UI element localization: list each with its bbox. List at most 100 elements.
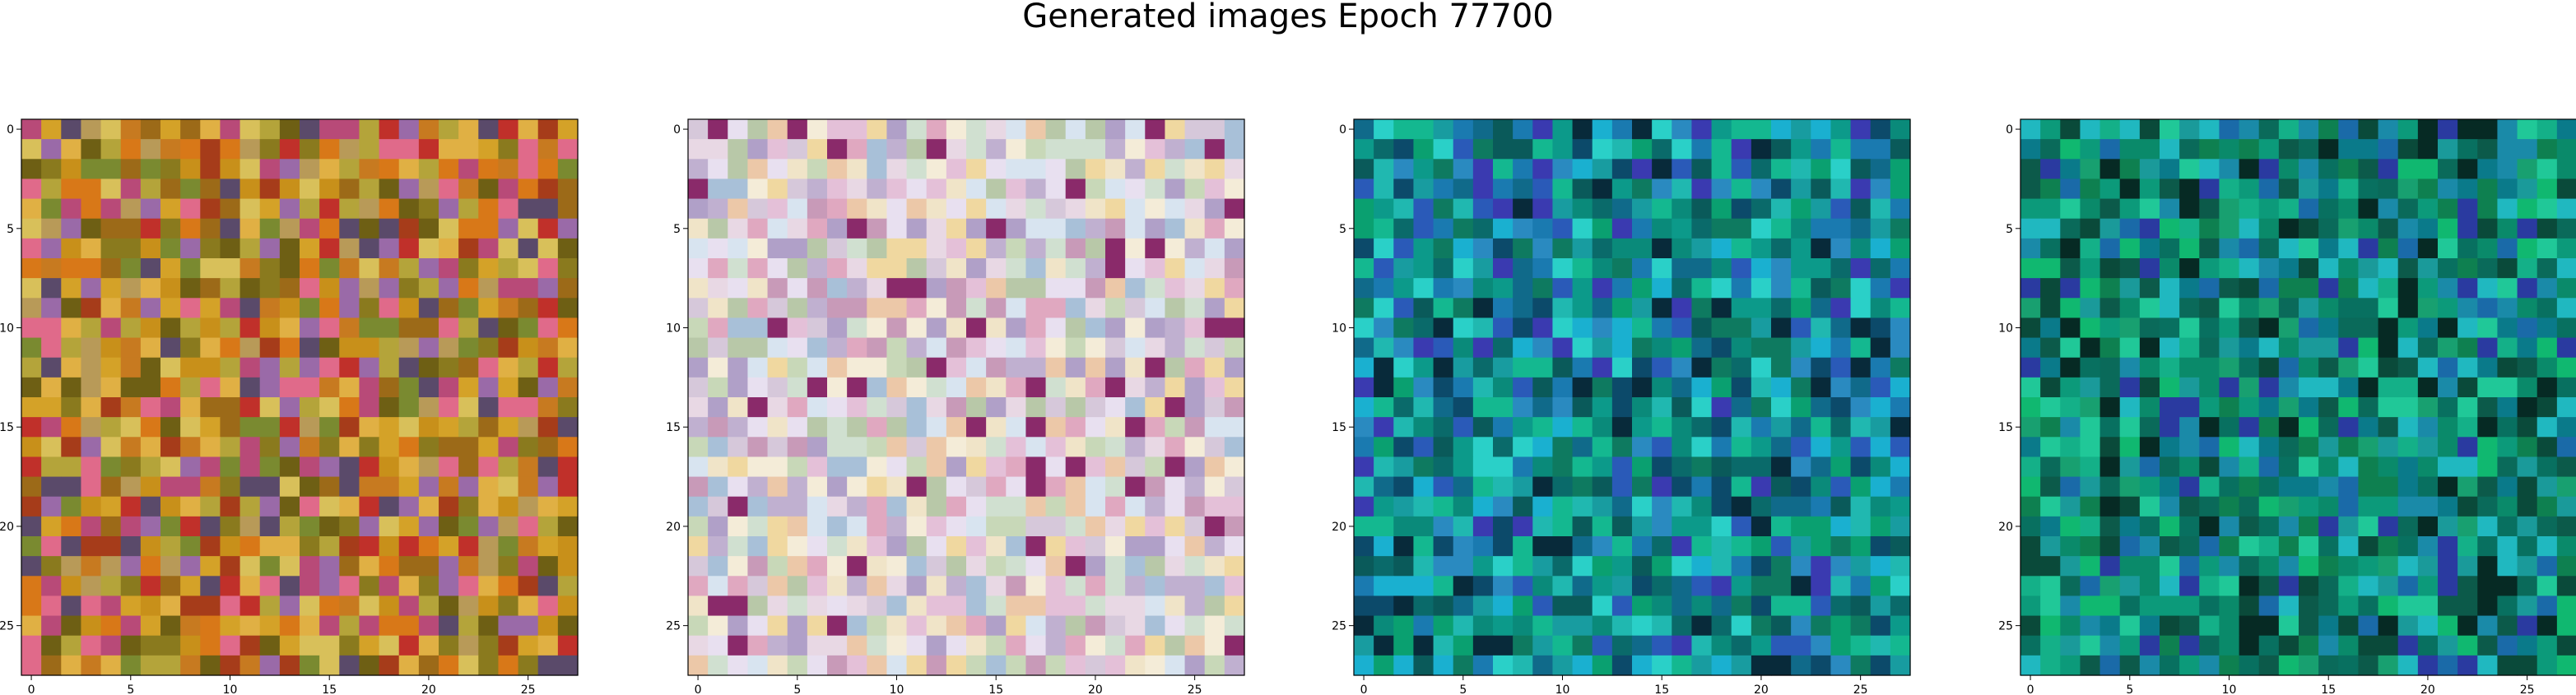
heatmap-cell: [886, 595, 908, 617]
heatmap-cell: [1145, 496, 1166, 517]
heatmap-cell: [1751, 258, 1772, 279]
heatmap-cell: [2040, 496, 2061, 517]
y-tick-label: 25: [0, 620, 14, 633]
heatmap-cell: [688, 516, 709, 537]
heatmap-cell: [926, 377, 947, 398]
heatmap-cell: [1890, 576, 1911, 597]
heatmap-cell: [1145, 377, 1166, 398]
heatmap-cell: [1413, 456, 1434, 478]
heatmap-cell: [1811, 516, 1832, 537]
heatmap-cell: [2457, 556, 2478, 577]
heatmap-cell: [747, 655, 769, 676]
heatmap-cell: [279, 635, 300, 656]
heatmap-cell: [21, 556, 42, 577]
heatmap-cell: [1453, 417, 1474, 438]
heatmap-cell: [2318, 298, 2339, 319]
heatmap-cell: [2477, 178, 2499, 200]
heatmap-cell: [1085, 417, 1106, 438]
heatmap-cell: [339, 198, 360, 220]
heatmap-cell: [807, 417, 828, 438]
heatmap-cell: [239, 576, 261, 597]
heatmap-cell: [2556, 456, 2576, 478]
heatmap-cell: [1472, 159, 1494, 180]
heatmap-cell: [1751, 655, 1772, 676]
heatmap-cell: [120, 556, 142, 577]
heatmap-cell: [220, 258, 241, 279]
heatmap-cell: [2438, 516, 2458, 537]
heatmap-cell: [688, 238, 709, 259]
heatmap-cell: [1711, 595, 1732, 617]
heatmap-cell: [1165, 417, 1186, 438]
heatmap-cell: [458, 437, 479, 458]
heatmap-cell: [1006, 397, 1027, 418]
heatmap-cell: [1184, 258, 1206, 279]
heatmap-cell: [1105, 417, 1126, 438]
heatmap-cell: [767, 258, 788, 279]
heatmap-cell: [61, 119, 82, 140]
heatmap-cell: [2160, 635, 2180, 656]
heatmap-cell: [827, 576, 848, 597]
heatmap-cell: [2338, 556, 2360, 577]
heatmap-cell: [1731, 576, 1752, 597]
heatmap-cell: [787, 139, 808, 160]
heatmap-cell: [2119, 258, 2141, 279]
heatmap-cell: [2040, 377, 2061, 398]
heatmap-cell: [439, 615, 459, 637]
heatmap-cell: [319, 139, 340, 160]
heatmap-cell: [2497, 317, 2518, 339]
heatmap-cell: [906, 377, 928, 398]
heatmap-cell: [708, 337, 728, 359]
heatmap-cell: [2417, 595, 2439, 617]
heatmap-cell: [2457, 576, 2478, 597]
heatmap-cell: [966, 655, 987, 676]
heatmap-cell: [2099, 198, 2121, 220]
heatmap-cell: [1811, 238, 1832, 259]
heatmap-cell: [2139, 119, 2160, 140]
heatmap-cell: [1393, 357, 1415, 378]
heatmap-cell: [2536, 556, 2558, 577]
heatmap-cell: [1224, 178, 1245, 200]
heatmap-cell: [1652, 159, 1672, 180]
heatmap-cell: [200, 119, 221, 140]
heatmap-cell: [200, 496, 221, 517]
heatmap-cell: [1513, 576, 1533, 597]
heatmap-cell: [2457, 178, 2478, 200]
heatmap-cell: [2219, 595, 2240, 617]
heatmap-cell: [2119, 595, 2141, 617]
x-tick-label: 15: [2321, 683, 2336, 695]
heatmap-cell: [2199, 456, 2220, 478]
heatmap-cell: [827, 258, 848, 279]
heatmap-cell: [1711, 278, 1732, 299]
heatmap-cell: [557, 576, 579, 597]
heatmap-cell: [339, 218, 360, 239]
heatmap-cell: [279, 437, 300, 458]
heatmap-cell: [458, 516, 479, 537]
heatmap-cell: [747, 536, 769, 557]
heatmap-cell: [100, 159, 122, 180]
heatmap-cell: [2160, 456, 2180, 478]
heatmap-cell: [1691, 635, 1713, 656]
heatmap-cell: [966, 496, 987, 517]
heatmap-cell: [81, 298, 102, 319]
heatmap-cell: [478, 536, 500, 557]
heatmap-cell: [1165, 357, 1186, 378]
heatmap-cell: [1592, 516, 1613, 537]
heatmap-cell: [2160, 218, 2180, 239]
heatmap-cell: [2556, 476, 2576, 498]
heatmap-cell: [339, 536, 360, 557]
heatmap-cell: [847, 317, 867, 339]
heatmap-cell: [1652, 337, 1672, 359]
heatmap-cell: [537, 198, 559, 220]
heatmap-cell: [478, 178, 500, 200]
heatmap-cell: [2139, 337, 2160, 359]
heatmap-cell: [1850, 556, 1872, 577]
heatmap-cell: [2099, 556, 2121, 577]
heatmap-cell: [458, 556, 479, 577]
heatmap-cell: [2160, 178, 2180, 200]
heatmap-cell: [2338, 397, 2360, 418]
heatmap-cell: [379, 178, 400, 200]
heatmap-cell: [827, 119, 848, 140]
heatmap-cell: [319, 516, 340, 537]
heatmap-cell: [2060, 615, 2081, 637]
heatmap-cell: [439, 178, 459, 200]
